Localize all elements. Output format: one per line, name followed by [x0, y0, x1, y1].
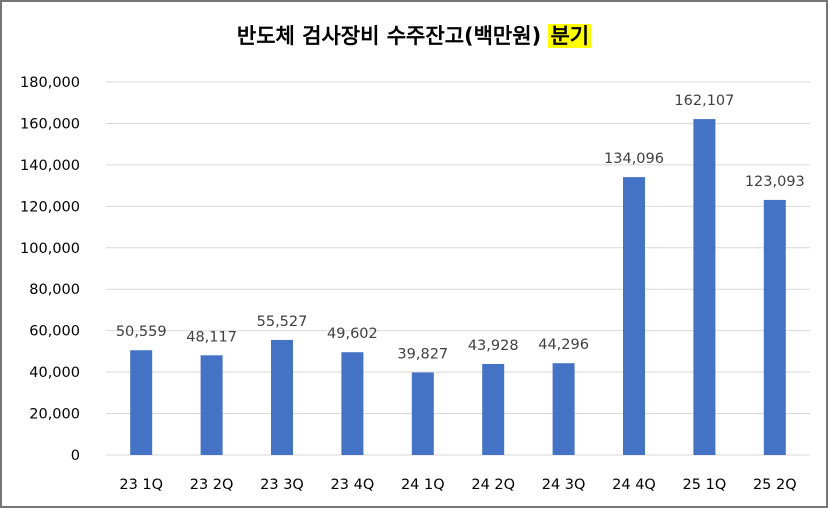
- x-tick-label: 23 1Q: [119, 477, 163, 493]
- x-tick-label: 24 3Q: [542, 477, 586, 493]
- data-label: 48,117: [186, 329, 237, 345]
- y-tick-label: 100,000: [20, 241, 80, 257]
- chart-title-highlight: 분기: [548, 24, 592, 48]
- data-label: 44,296: [538, 337, 589, 353]
- y-tick-label: 140,000: [20, 158, 80, 174]
- data-label: 43,928: [468, 338, 519, 354]
- data-label: 50,559: [116, 324, 167, 340]
- data-label: 162,107: [674, 93, 734, 109]
- bar: [552, 363, 575, 455]
- bar: [411, 372, 434, 455]
- bar: [200, 355, 223, 455]
- data-label: 55,527: [257, 314, 308, 330]
- data-label: 123,093: [745, 174, 805, 190]
- bar: [623, 177, 645, 455]
- bar: [482, 363, 505, 455]
- x-tick-label: 23 3Q: [260, 477, 304, 493]
- chart-title-text: 반도체 검사장비 수주잔고(백만원): [236, 24, 542, 48]
- y-tick-label: 120,000: [20, 199, 80, 215]
- y-tick-label: 60,000: [29, 324, 80, 340]
- data-label: 49,602: [327, 326, 378, 342]
- bar: [271, 339, 293, 455]
- bar: [341, 352, 364, 455]
- y-tick-label: 180,000: [20, 75, 80, 91]
- data-label: 39,827: [397, 346, 448, 362]
- y-tick-label: 160,000: [20, 116, 80, 132]
- x-tick-label: 24 1Q: [401, 477, 445, 493]
- y-tick-label: 40,000: [29, 365, 80, 381]
- x-tick-label: 24 4Q: [612, 477, 656, 493]
- y-tick-label: 20,000: [29, 407, 80, 423]
- bar: [693, 119, 716, 455]
- x-tick-label: 25 2Q: [753, 477, 797, 493]
- y-tick-label: 0: [71, 448, 80, 464]
- x-tick-label: 25 1Q: [683, 477, 727, 493]
- data-label: 134,096: [604, 151, 664, 167]
- chart-title: 반도체 검사장비 수주잔고(백만원) 분기: [0, 20, 828, 50]
- bar: [130, 350, 153, 455]
- x-tick-label: 23 4Q: [331, 477, 375, 493]
- x-tick-label: 23 2Q: [190, 477, 234, 493]
- y-tick-label: 80,000: [29, 282, 80, 298]
- x-tick-label: 24 2Q: [471, 477, 515, 493]
- bar: [763, 199, 786, 455]
